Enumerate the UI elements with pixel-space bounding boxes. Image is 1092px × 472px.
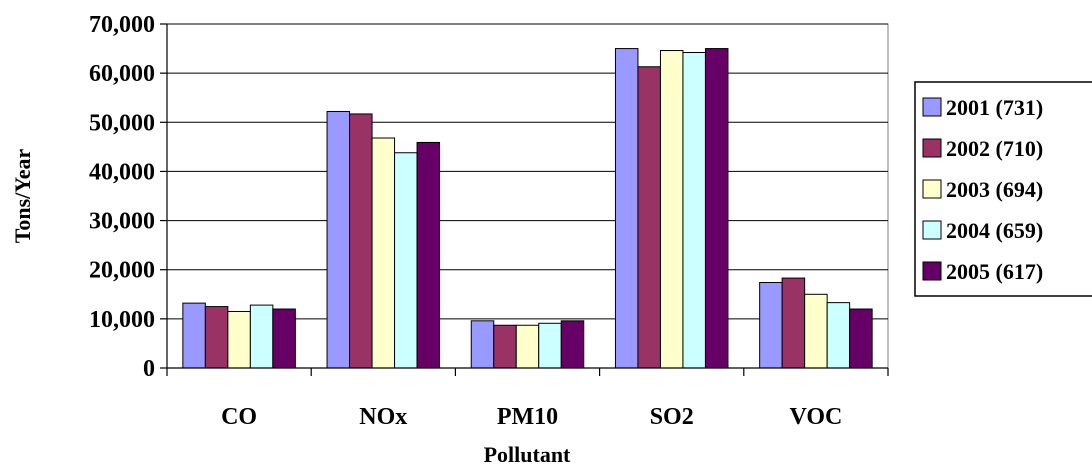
- legend-label: 2004 (659): [946, 218, 1043, 243]
- legend-swatch: [922, 179, 942, 199]
- y-tick-label: 30,000: [89, 209, 155, 235]
- bar-nox-1: [326, 110, 351, 369]
- x-axis-title: Pollutant: [484, 442, 571, 467]
- legend-box: [914, 81, 1092, 297]
- y-tick-label: 10,000: [89, 307, 155, 333]
- y-tick-label: 60,000: [89, 61, 155, 87]
- bar-pm10-3: [515, 324, 540, 369]
- legend-label: 2005 (617): [946, 259, 1043, 284]
- bar-co-4: [249, 304, 274, 369]
- bar-voc-4: [826, 302, 851, 369]
- legend-swatch: [922, 220, 942, 240]
- bar-pm10-4: [538, 322, 562, 369]
- bar-so2-1: [614, 48, 639, 369]
- axes: [160, 23, 889, 376]
- bar-nox-5: [416, 141, 441, 369]
- legend-swatch: [922, 97, 942, 117]
- legend-swatch: [922, 138, 942, 158]
- x-tick-label: SO2: [650, 404, 694, 430]
- bar-co-5: [272, 308, 296, 369]
- bar-so2-5: [704, 48, 729, 369]
- legend: 2001 (731) 2002 (710) 2003 (694) 2004 (659)…: [914, 81, 1092, 297]
- bar-voc-5: [849, 308, 873, 369]
- bar-so2-2: [637, 66, 661, 369]
- x-tick-labels: CO NOx PM10 SO2 VOC: [221, 404, 842, 430]
- x-tick-label: CO: [221, 404, 257, 430]
- y-tick-label: 40,000: [89, 159, 155, 185]
- y-tick-label: 20,000: [89, 258, 155, 284]
- bar-pm10-1: [470, 320, 495, 369]
- bar-voc-2: [781, 277, 806, 369]
- bar-co-2: [204, 306, 229, 369]
- bar-voc-1: [759, 281, 783, 369]
- bars-group: [182, 48, 873, 369]
- x-tick-label: NOx: [359, 404, 407, 430]
- bar-so2-4: [682, 52, 706, 369]
- bar-nox-3: [371, 137, 396, 369]
- legend-swatch: [922, 261, 942, 281]
- bar-nox-4: [394, 152, 418, 369]
- y-tick-label: 50,000: [89, 110, 155, 136]
- bar-nox-2: [349, 113, 373, 369]
- x-tick-label: VOC: [789, 404, 842, 430]
- x-tick-label: PM10: [497, 404, 558, 430]
- bar-co-1: [182, 302, 206, 369]
- bar-so2-3: [659, 50, 684, 369]
- legend-label: 2001 (731): [946, 95, 1043, 120]
- bar-pm10-5: [560, 320, 585, 369]
- bar-voc-3: [804, 293, 828, 369]
- y-tick-label: 0: [143, 356, 155, 382]
- y-axis-title: Tons/Year: [10, 148, 35, 243]
- bar-pm10-2: [493, 324, 517, 369]
- legend-label: 2003 (694): [946, 177, 1043, 202]
- y-tick-label: 70,000: [89, 12, 155, 38]
- legend-label: 2002 (710): [946, 136, 1043, 161]
- bar-co-3: [227, 310, 251, 369]
- y-tick-labels: 0 10,000 20,000 30,000 40,000 50,000 60,000 70,…: [89, 12, 155, 382]
